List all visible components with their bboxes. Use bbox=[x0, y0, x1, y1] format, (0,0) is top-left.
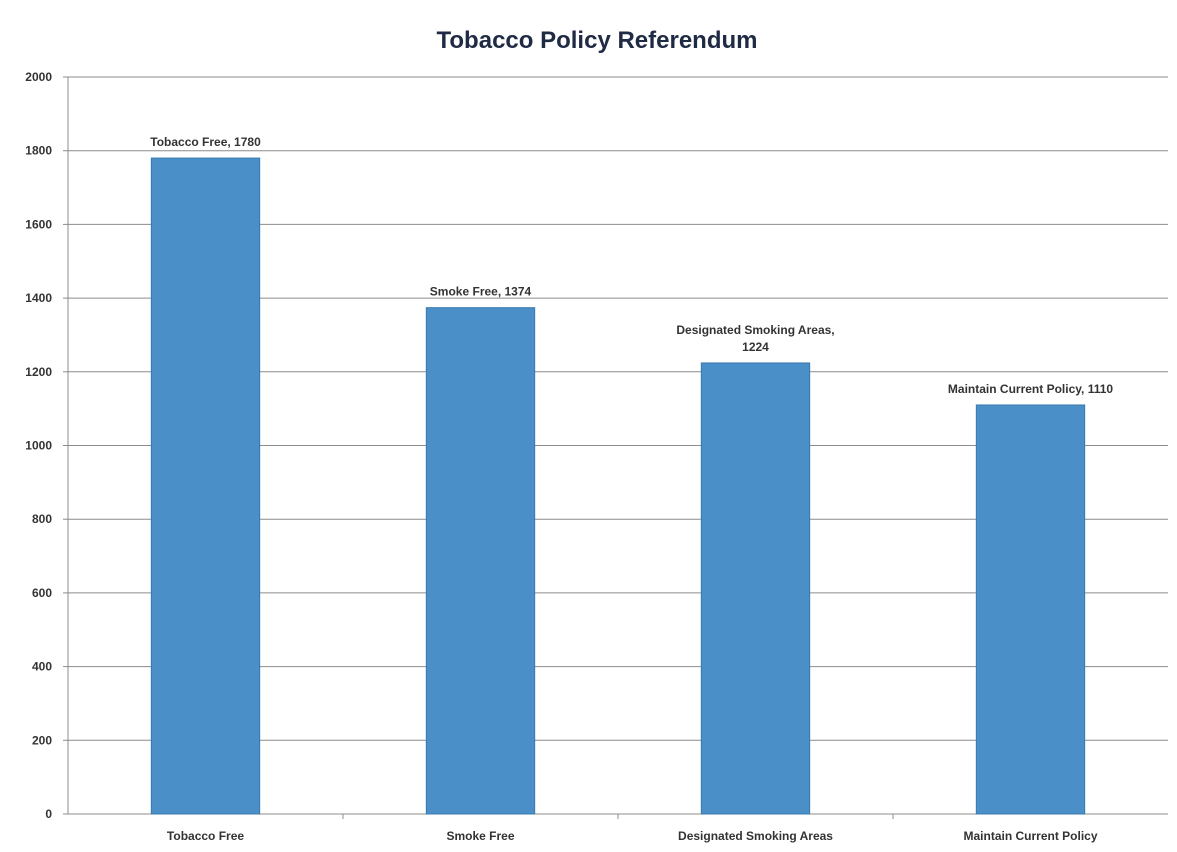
data-label: Smoke Free, 1374 bbox=[430, 285, 532, 299]
data-label: Tobacco Free, 1780 bbox=[150, 135, 261, 149]
x-axis-labels: Tobacco Free Smoke Free Designated Smoking… bbox=[167, 829, 1098, 843]
x-category-label: Tobacco Free bbox=[167, 829, 244, 843]
x-category-label: Maintain Current Policy bbox=[963, 829, 1097, 843]
chart-title: Tobacco Policy Referendum bbox=[437, 27, 758, 54]
y-tick-label: 1000 bbox=[25, 439, 52, 453]
y-tick-label: 0 bbox=[45, 807, 52, 821]
y-tick-label: 1800 bbox=[25, 144, 52, 158]
y-tick-label: 400 bbox=[32, 660, 52, 674]
data-label: 1224 bbox=[742, 340, 769, 354]
y-axis-ticks: 0 200 400 600 800 1000 1200 1400 1600 1800 2000 bbox=[25, 70, 52, 821]
bar bbox=[150, 157, 261, 815]
y-tick-label: 600 bbox=[32, 586, 52, 600]
data-labels: Tobacco Free, 1780 Smoke Free, 1374 Design… bbox=[150, 135, 1113, 396]
y-tick-label: 1600 bbox=[25, 217, 52, 231]
data-label: Maintain Current Policy, 1110 bbox=[948, 382, 1113, 396]
bar bbox=[700, 362, 811, 815]
x-category-label: Smoke Free bbox=[446, 829, 514, 843]
bar bbox=[975, 404, 1086, 815]
y-tick-label: 1200 bbox=[25, 365, 52, 379]
y-tick-label: 2000 bbox=[25, 70, 52, 84]
x-category-label: Designated Smoking Areas bbox=[678, 829, 833, 843]
y-tick-label: 1400 bbox=[25, 291, 52, 305]
y-tick-label: 800 bbox=[32, 512, 52, 526]
data-label: Designated Smoking Areas, bbox=[676, 323, 834, 337]
bars bbox=[150, 157, 1086, 815]
y-tick-label: 200 bbox=[32, 733, 52, 747]
bar bbox=[425, 307, 536, 815]
